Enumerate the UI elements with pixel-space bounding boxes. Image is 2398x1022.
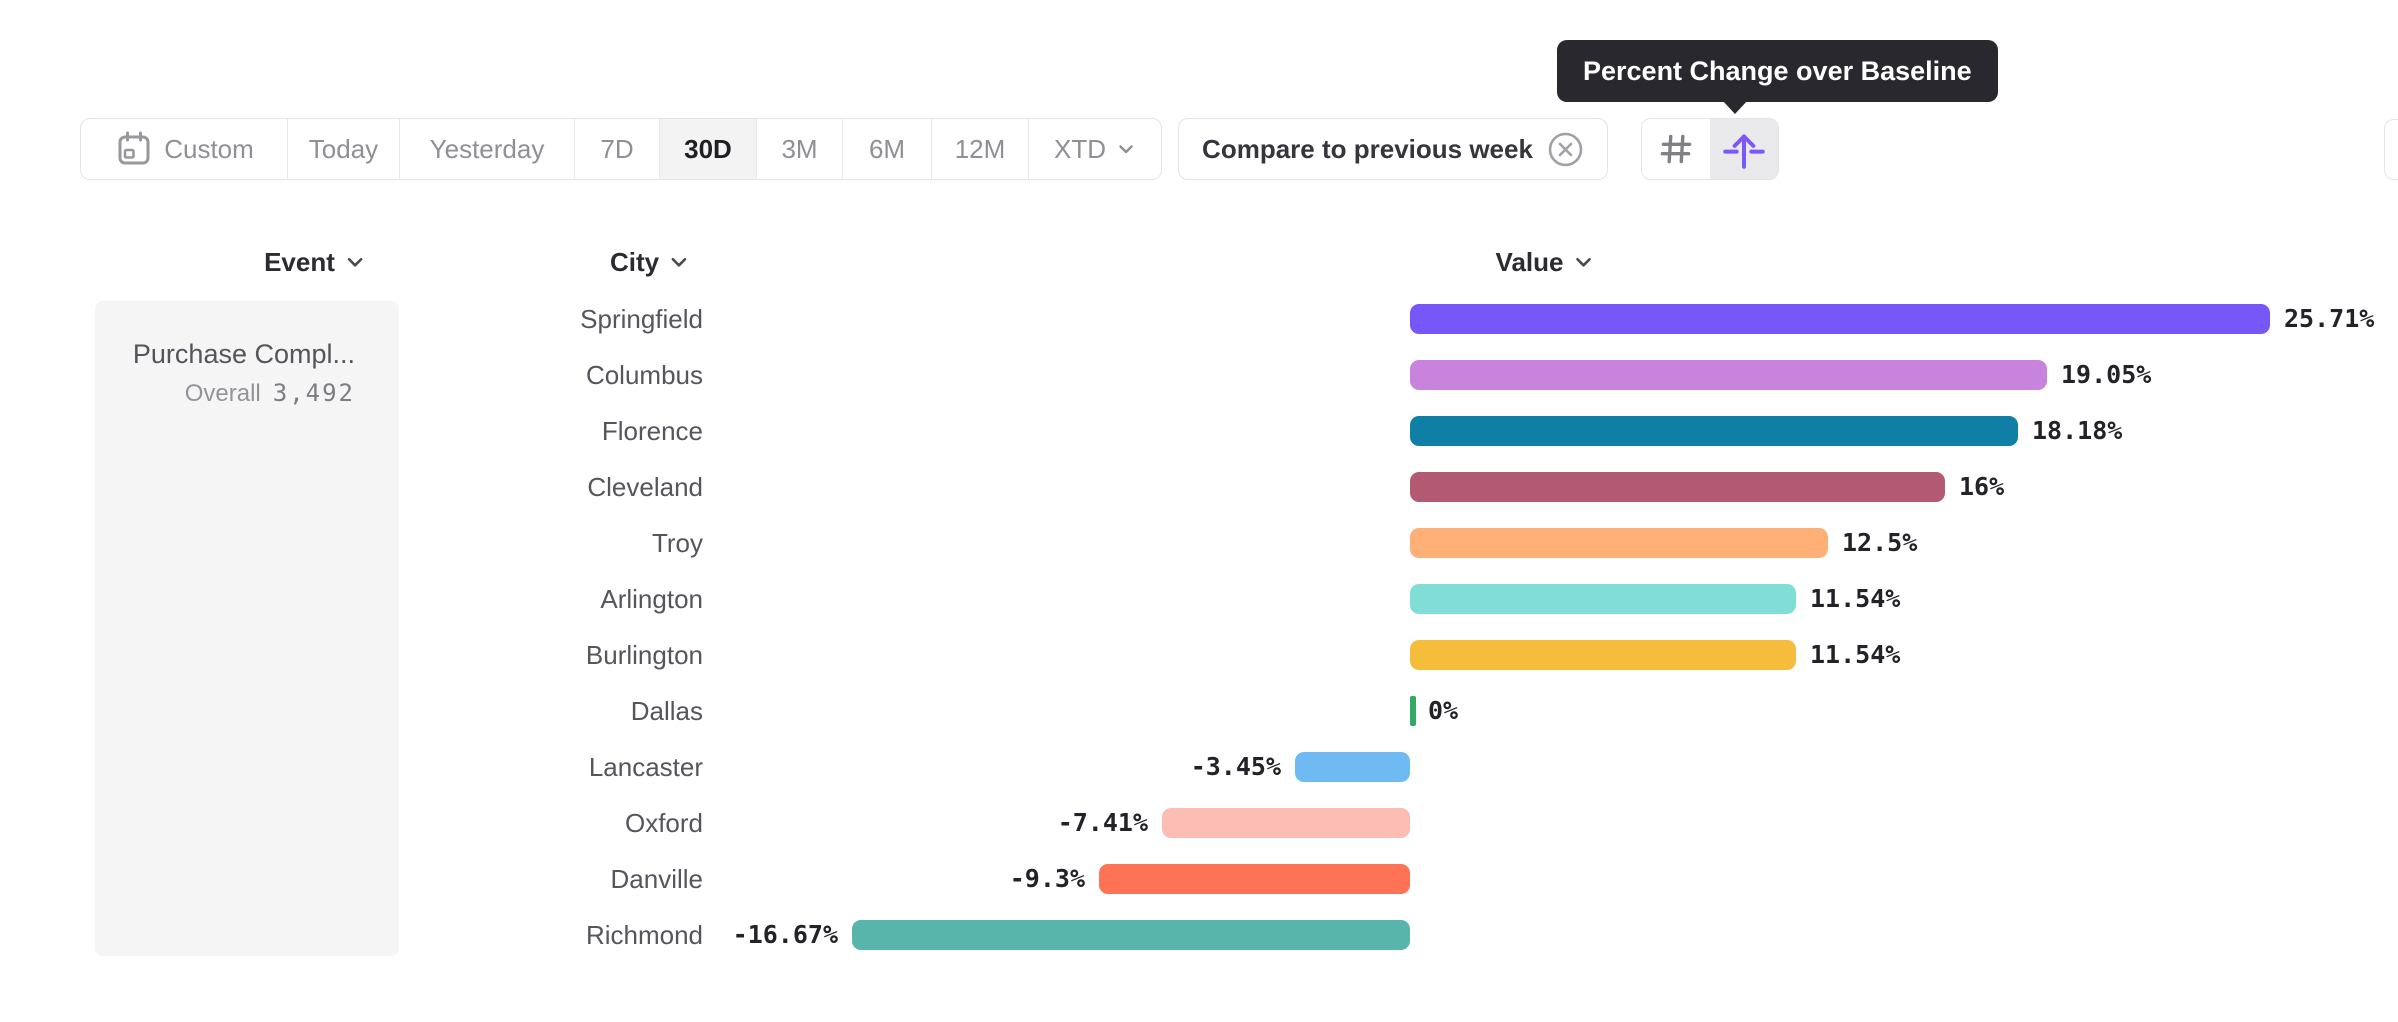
value-label: -7.41% — [1057, 808, 1148, 837]
value-label: 25.71% — [2284, 304, 2375, 333]
column-header-city[interactable]: City — [610, 246, 690, 278]
value-label: 12.5% — [1842, 528, 1918, 557]
column-header-event[interactable]: Event — [264, 246, 366, 278]
date-range-7d[interactable]: 7D — [575, 119, 660, 179]
date-range-6m[interactable]: 6M — [843, 119, 932, 179]
chart-row: Richmond -16.67% — [0, 907, 2398, 963]
value-bar[interactable] — [1410, 416, 2018, 446]
city-header-label: City — [609, 246, 660, 277]
absolute-numbers-toggle-button[interactable] — [1642, 119, 1710, 179]
date-range-label: 3M — [781, 133, 818, 164]
date-range-segmented-control: Custom Today Yesterday 7D 30D 3M 6M 12M XTD — [80, 118, 1162, 180]
value-bar[interactable] — [1410, 584, 1796, 614]
value-label: 18.18% — [2032, 416, 2123, 445]
value-bar[interactable] — [1410, 472, 1945, 502]
city-label: Troy — [651, 528, 703, 558]
chevron-down-icon — [671, 257, 687, 267]
date-range-12m[interactable]: 12M — [932, 119, 1029, 179]
date-range-30d[interactable]: 30D — [660, 119, 757, 179]
event-card[interactable]: Purchase Compl... Overall 3,492 — [95, 301, 399, 956]
value-bar[interactable] — [1410, 640, 1796, 670]
date-range-custom[interactable]: Custom — [81, 119, 288, 179]
city-label: Lancaster — [588, 752, 703, 782]
value-label: 19.05% — [2061, 360, 2152, 389]
city-label: Dallas — [630, 696, 703, 726]
chevron-down-icon — [1576, 257, 1591, 267]
date-range-label: Yesterday — [429, 133, 545, 164]
event-title: Purchase Compl... — [132, 339, 355, 369]
value-display-toggle — [1641, 118, 1779, 180]
value-label: -16.67% — [732, 920, 838, 949]
hash-icon — [1655, 128, 1697, 170]
value-label: -3.45% — [1190, 752, 1281, 781]
overall-value: 3,492 — [272, 379, 355, 407]
compare-to-previous-button[interactable]: Compare to previous week — [1178, 118, 1608, 180]
value-bar[interactable] — [1410, 304, 2270, 334]
calendar-icon — [114, 129, 154, 169]
date-range-3m[interactable]: 3M — [757, 119, 843, 179]
city-label: Columbus — [585, 360, 703, 390]
date-range-label: 7D — [600, 133, 634, 164]
chart-row: Columbus 19.05% — [0, 347, 2398, 403]
chart-row: Oxford -7.41% — [0, 795, 2398, 851]
chart-row: Cleveland 16% — [0, 459, 2398, 515]
value-bar[interactable] — [852, 920, 1410, 950]
arrow-up-baseline-icon — [1719, 124, 1769, 174]
value-label: 0% — [1428, 696, 1459, 725]
partial-button[interactable] — [2384, 119, 2398, 180]
event-header-label: Event — [264, 246, 335, 277]
chart-row: Dallas 0% — [0, 683, 2398, 739]
city-label: Arlington — [600, 584, 703, 614]
value-bar[interactable] — [1410, 360, 2047, 390]
percent-change-toggle-button[interactable] — [1710, 119, 1778, 179]
tooltip-percent-change: Percent Change over Baseline — [1557, 40, 1998, 102]
chart-row: Troy 12.5% — [0, 515, 2398, 571]
value-label: 11.54% — [1810, 584, 1901, 613]
tooltip-arrow — [1722, 100, 1748, 114]
compare-label: Compare to previous week — [1202, 133, 1533, 164]
value-bar[interactable] — [1410, 696, 1416, 726]
circle-x-icon[interactable] — [1547, 131, 1584, 168]
value-bar[interactable] — [1410, 528, 1828, 558]
chart-row: Arlington 11.54% — [0, 571, 2398, 627]
city-label: Florence — [601, 416, 703, 446]
city-label: Oxford — [624, 808, 703, 838]
chart-row: Springfield 25.71% — [0, 291, 2398, 347]
column-header-value[interactable]: Value — [1496, 246, 1595, 278]
chart-row: Burlington 11.54% — [0, 627, 2398, 683]
chart-row: Florence 18.18% — [0, 403, 2398, 459]
value-bar[interactable] — [1099, 864, 1410, 894]
date-range-label: XTD — [1054, 133, 1106, 164]
date-range-xtd[interactable]: XTD — [1029, 119, 1161, 179]
city-label: Richmond — [585, 920, 703, 950]
value-label: -9.3% — [1009, 864, 1085, 893]
chart-row: Lancaster -3.45% — [0, 739, 2398, 795]
city-label: Burlington — [585, 640, 703, 670]
date-range-label: Today — [308, 133, 379, 164]
city-label: Danville — [610, 864, 704, 894]
overall-label: Overall — [184, 380, 261, 407]
chevron-down-icon — [1116, 139, 1136, 159]
chart-row: Danville -9.3% — [0, 851, 2398, 907]
date-range-today[interactable]: Today — [288, 119, 400, 179]
date-range-label: 6M — [868, 133, 906, 164]
date-range-yesterday[interactable]: Yesterday — [400, 119, 575, 179]
value-bar[interactable] — [1162, 808, 1410, 838]
value-header-label: Value — [1495, 246, 1564, 277]
date-range-label: 30D — [684, 133, 732, 164]
value-label: 11.54% — [1810, 640, 1901, 669]
city-label: Cleveland — [587, 472, 703, 502]
chevron-down-icon — [347, 257, 363, 267]
date-range-label: 12M — [954, 133, 1006, 164]
value-label: 16% — [1959, 472, 2005, 501]
value-bar[interactable] — [1295, 752, 1410, 782]
date-range-label: Custom — [164, 133, 254, 164]
city-label: Springfield — [580, 304, 703, 334]
